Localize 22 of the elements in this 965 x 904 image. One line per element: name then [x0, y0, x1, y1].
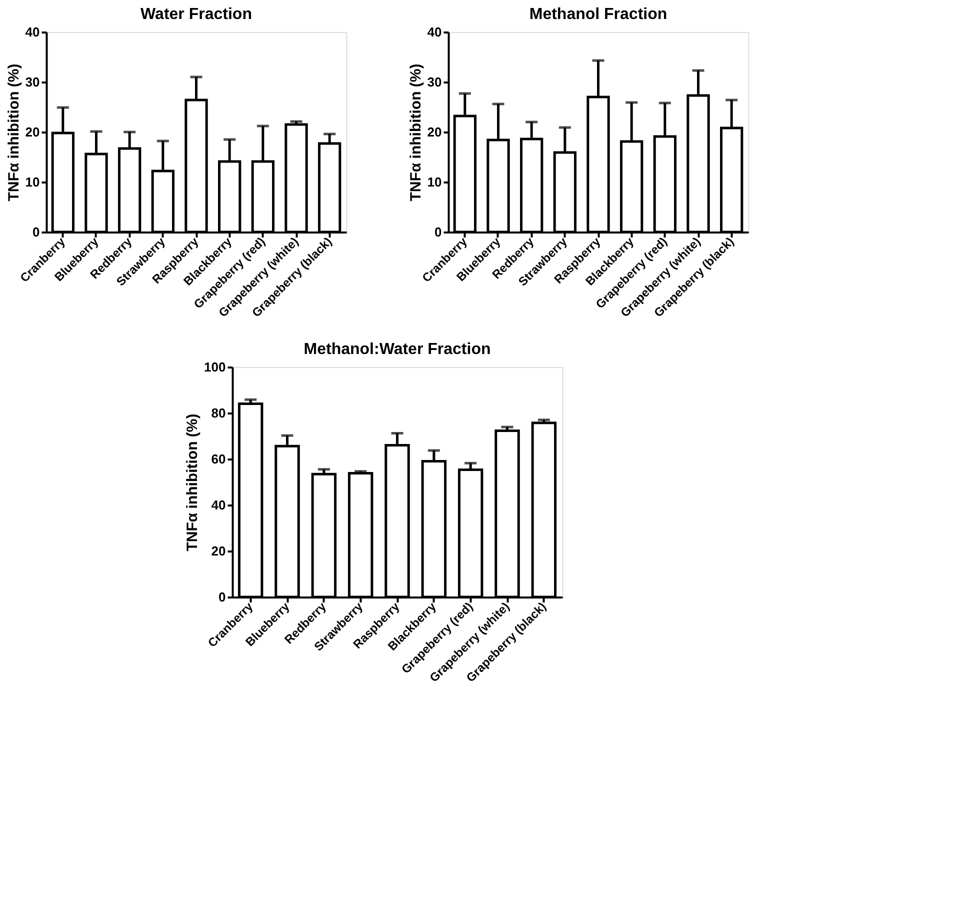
chart-title: Water Fraction — [140, 6, 252, 23]
y-tick-label: 10 — [427, 174, 442, 190]
y-tick-label: 30 — [25, 74, 40, 90]
y-tick-label: 40 — [427, 24, 442, 40]
y-axis-title: TNFα inhibition (%) — [184, 414, 202, 552]
y-axis-title: TNFα inhibition (%) — [5, 64, 22, 202]
y-tick-label: 80 — [211, 406, 226, 420]
y-tick-label: 20 — [427, 124, 442, 140]
y-tick-label: 0 — [32, 224, 40, 240]
chart-title: Methanol:Water Fraction — [304, 341, 491, 358]
y-tick-label: 0 — [434, 224, 442, 240]
chart-title: Methanol Fraction — [529, 6, 668, 23]
y-axis-title: TNFα inhibition (%) — [407, 64, 424, 202]
y-tick-label: 0 — [218, 590, 226, 604]
y-tick-label: 30 — [427, 74, 442, 90]
y-tick-label: 60 — [211, 452, 226, 466]
y-tick-label: 20 — [211, 544, 226, 558]
y-tick-label: 40 — [211, 498, 226, 512]
y-tick-label: 20 — [25, 124, 40, 140]
y-tick-label: 10 — [25, 174, 40, 190]
y-tick-label: 40 — [25, 24, 40, 40]
y-tick-label: 100 — [204, 360, 226, 374]
